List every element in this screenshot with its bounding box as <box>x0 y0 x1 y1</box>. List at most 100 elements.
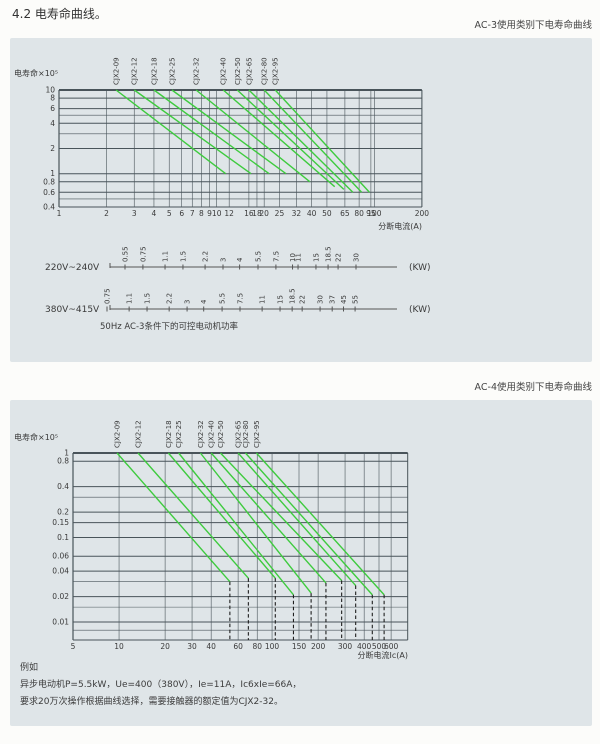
svg-text:55: 55 <box>352 295 360 304</box>
svg-text:40: 40 <box>307 209 317 218</box>
svg-text:22: 22 <box>299 295 307 304</box>
svg-text:0.8: 0.8 <box>43 177 55 186</box>
svg-text:10: 10 <box>289 253 297 262</box>
svg-text:18.5: 18.5 <box>325 246 333 262</box>
svg-text:0.4: 0.4 <box>43 203 55 212</box>
section-title: 4.2 电寿命曲线。 <box>12 7 107 21</box>
svg-text:30: 30 <box>352 253 360 262</box>
svg-text:4: 4 <box>152 209 157 218</box>
svg-text:10: 10 <box>45 86 55 95</box>
svg-text:15: 15 <box>277 295 285 304</box>
svg-text:CJX2-32: CJX2-32 <box>197 420 205 448</box>
svg-text:1: 1 <box>64 449 69 458</box>
svg-text:3: 3 <box>132 209 137 218</box>
svg-text:4: 4 <box>200 299 208 304</box>
svg-text:60: 60 <box>233 642 243 651</box>
svg-text:CJX2-95: CJX2-95 <box>253 420 261 448</box>
svg-text:CJX2-18: CJX2-18 <box>150 57 158 85</box>
svg-text:CJX2-12: CJX2-12 <box>135 420 143 448</box>
svg-text:80: 80 <box>354 209 364 218</box>
svg-text:400: 400 <box>357 642 372 651</box>
svg-text:200: 200 <box>415 209 430 218</box>
svg-text:CJX2-32: CJX2-32 <box>193 57 201 85</box>
svg-text:37: 37 <box>329 295 337 304</box>
svg-text:0.6: 0.6 <box>43 188 55 197</box>
svg-text:5.5: 5.5 <box>219 293 227 304</box>
svg-text:2.2: 2.2 <box>166 293 174 304</box>
svg-text:220V~240V: 220V~240V <box>45 263 100 273</box>
svg-text:30: 30 <box>317 295 325 304</box>
svg-text:20: 20 <box>160 642 170 651</box>
svg-text:4: 4 <box>50 119 55 128</box>
svg-text:30: 30 <box>187 642 197 651</box>
svg-text:32: 32 <box>292 209 302 218</box>
svg-text:15: 15 <box>312 253 320 262</box>
svg-text:CJX2-65: CJX2-65 <box>235 420 243 448</box>
svg-text:12: 12 <box>224 209 234 218</box>
svg-text:CJX2-18: CJX2-18 <box>165 420 173 448</box>
svg-text:0.75: 0.75 <box>139 246 147 262</box>
svg-text:0.2: 0.2 <box>57 508 69 517</box>
svg-text:1: 1 <box>50 169 55 178</box>
example-heading: 例如 <box>20 663 39 673</box>
svg-text:(KW): (KW) <box>409 263 431 273</box>
svg-text:CJX2-40: CJX2-40 <box>220 57 228 85</box>
svg-text:CJX2-95: CJX2-95 <box>272 57 280 85</box>
svg-text:11: 11 <box>295 253 303 262</box>
svg-text:CJX2-25: CJX2-25 <box>168 57 176 85</box>
svg-text:150: 150 <box>292 642 307 651</box>
svg-text:20: 20 <box>259 209 269 218</box>
svg-text:25: 25 <box>275 209 285 218</box>
svg-text:分断电流Ic(A): 分断电流Ic(A) <box>358 650 408 660</box>
svg-text:1.1: 1.1 <box>162 251 170 262</box>
svg-text:8: 8 <box>50 94 55 103</box>
svg-text:1.1: 1.1 <box>126 293 134 304</box>
svg-text:CJX2-50: CJX2-50 <box>217 420 225 448</box>
svg-text:0.75: 0.75 <box>104 288 112 304</box>
svg-text:分断电流(A): 分断电流(A) <box>378 221 422 231</box>
svg-text:8: 8 <box>199 209 204 218</box>
svg-text:CJX2-80: CJX2-80 <box>242 420 250 448</box>
svg-text:200: 200 <box>311 642 326 651</box>
ac4-panel: 1 0.8 0.4 0.2 0.15 0.1 0.06 0.04 0.02 0.01 5 10 20 30… <box>10 400 592 726</box>
svg-text:50: 50 <box>322 209 332 218</box>
svg-text:电寿命×10⁵: 电寿命×10⁵ <box>14 68 58 78</box>
svg-text:(KW): (KW) <box>409 305 431 315</box>
svg-text:4: 4 <box>236 257 244 262</box>
svg-text:CJX2-12: CJX2-12 <box>131 57 139 85</box>
svg-text:2: 2 <box>104 209 109 218</box>
svg-text:95: 95 <box>366 209 376 218</box>
svg-text:0.8: 0.8 <box>57 457 69 466</box>
svg-text:0.15: 0.15 <box>52 518 69 527</box>
svg-text:1.5: 1.5 <box>144 293 152 304</box>
svg-text:40: 40 <box>206 642 216 651</box>
svg-text:CJX2-09: CJX2-09 <box>114 420 122 448</box>
svg-text:电寿命×10⁵: 电寿命×10⁵ <box>14 432 58 442</box>
svg-text:0.01: 0.01 <box>52 618 69 627</box>
example-line-1: 异步电动机P=5.5kW，Ue=400（380V），Ie=11A，Ic6xIe=… <box>20 680 302 690</box>
ac3-panel: 10 8 6 4 2 1 0.8 0.6 0.4 1 2 3 4 5 6 7 8 9 10 12 16 18 20 25 32 4… <box>10 38 592 362</box>
svg-text:18.5: 18.5 <box>289 288 297 304</box>
svg-text:6: 6 <box>50 104 55 113</box>
svg-text:9: 9 <box>207 209 212 218</box>
svg-text:2: 2 <box>50 144 55 153</box>
svg-text:6: 6 <box>179 209 184 218</box>
ac4-chart-caption: AC-4使用类别下电寿命曲线 <box>474 382 592 393</box>
svg-text:0.02: 0.02 <box>52 592 69 601</box>
svg-text:1.5: 1.5 <box>179 251 187 262</box>
svg-text:3: 3 <box>184 300 192 304</box>
svg-text:5.5: 5.5 <box>255 251 263 262</box>
chart1-grid <box>58 89 423 208</box>
svg-text:0.04: 0.04 <box>52 567 69 576</box>
svg-text:2.2: 2.2 <box>202 251 210 262</box>
svg-text:0.1: 0.1 <box>57 533 69 542</box>
svg-text:45: 45 <box>340 295 348 304</box>
svg-text:16: 16 <box>244 209 254 218</box>
svg-text:10: 10 <box>212 209 222 218</box>
svg-text:80: 80 <box>252 642 262 651</box>
ac4-life-curve-chart: 10.8 0.4 0.20.15 0.1 0.06 0.04 0.02 0.01 5 10 20 30… <box>14 420 409 660</box>
example-line-2: 要求20万次操作根据曲线选择，需要接触器的额定值为CJX2-32。 <box>20 697 283 707</box>
chart1-series <box>115 89 370 193</box>
svg-text:0.4: 0.4 <box>57 482 69 491</box>
chart2-grid <box>72 452 409 641</box>
